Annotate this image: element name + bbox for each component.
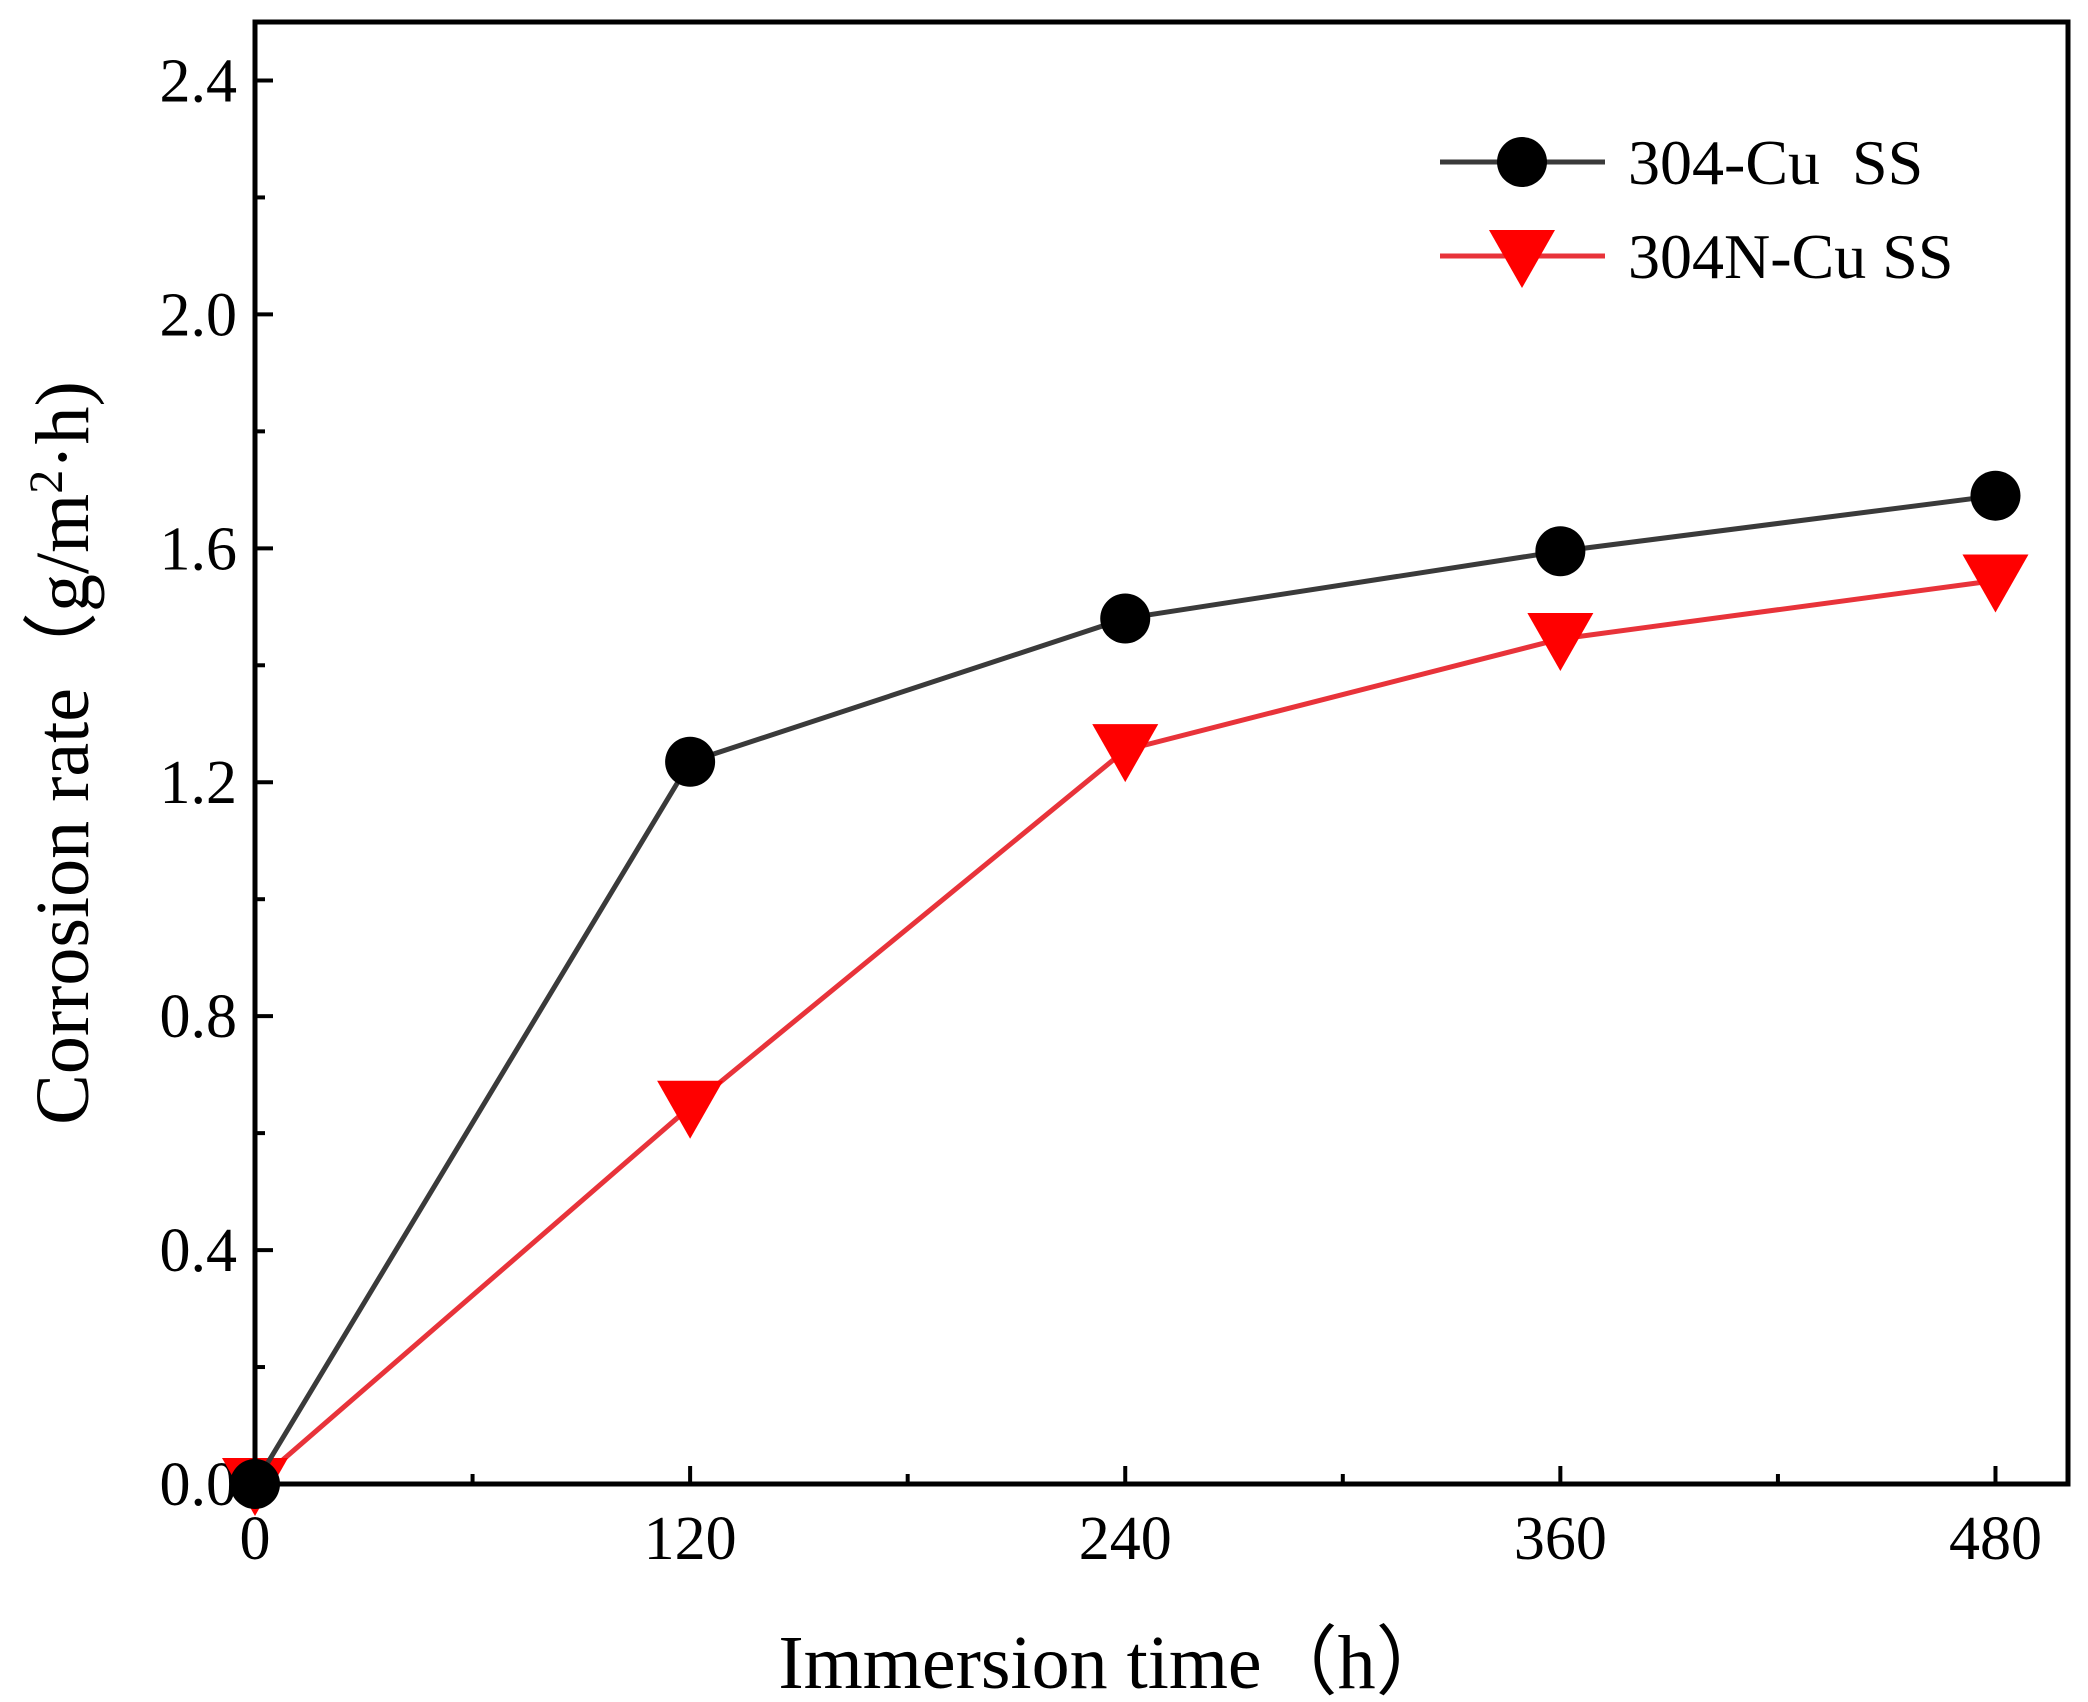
legend-label: 304-Cu SS <box>1628 127 1923 198</box>
x-tick-label: 360 <box>1514 1505 1607 1573</box>
y-tick-label: 0.4 <box>160 1217 238 1285</box>
ticks-layer: 0 120 240 360 480 0.0 0.4 0.8 1.2 1.6 2.0 2.4 <box>160 47 2042 1573</box>
y-axis-title-main: Corrosion rate（g/m <box>21 494 105 1125</box>
y-tick-label: 2.0 <box>160 281 238 349</box>
data-point-triangle <box>657 1080 724 1139</box>
x-tick-label: 480 <box>1949 1505 2042 1573</box>
plot-frame <box>252 19 2071 1487</box>
y-axis-title: Corrosion rate（g/m2·h) <box>20 381 105 1125</box>
series-line <box>253 578 1996 1486</box>
legend-entry: 304N-Cu SS <box>1440 221 1953 292</box>
x-tick-label: 240 <box>1079 1505 1172 1573</box>
y-tick-label: 2.4 <box>160 47 238 115</box>
x-tick-label: 0 <box>240 1505 271 1573</box>
series-layer <box>222 470 2029 1516</box>
y-axis-title-superscript: 2 <box>20 470 73 494</box>
x-tick-label: 120 <box>644 1505 737 1573</box>
y-tick-label: 0.0 <box>160 1451 238 1519</box>
legend-entry: 304-Cu SS <box>1440 127 1923 198</box>
series-304-cu <box>230 470 2021 1509</box>
y-axis-title-unit: ·h) <box>21 381 105 470</box>
data-point-triangle <box>1092 724 1159 783</box>
data-point-circle <box>1100 593 1151 644</box>
legend-label: 304N-Cu SS <box>1628 221 1953 292</box>
x-axis-title: Immersion time（h） <box>778 1621 1451 1702</box>
series-304n-cu <box>222 554 2029 1516</box>
y-tick-label: 0.8 <box>160 983 238 1051</box>
series-line <box>252 493 1996 1486</box>
data-point-circle <box>1497 137 1547 187</box>
data-point-triangle <box>1489 230 1555 288</box>
data-point-triangle <box>1962 554 2029 613</box>
data-point-circle <box>665 736 716 787</box>
y-tick-label: 1.2 <box>160 749 238 817</box>
data-point-triangle <box>1527 612 1594 671</box>
data-point-circle <box>1970 470 2021 521</box>
legend: 304-Cu SS 304N-Cu SS <box>1440 127 1953 292</box>
y-tick-label: 1.6 <box>160 515 238 583</box>
data-point-circle <box>1535 526 1586 577</box>
